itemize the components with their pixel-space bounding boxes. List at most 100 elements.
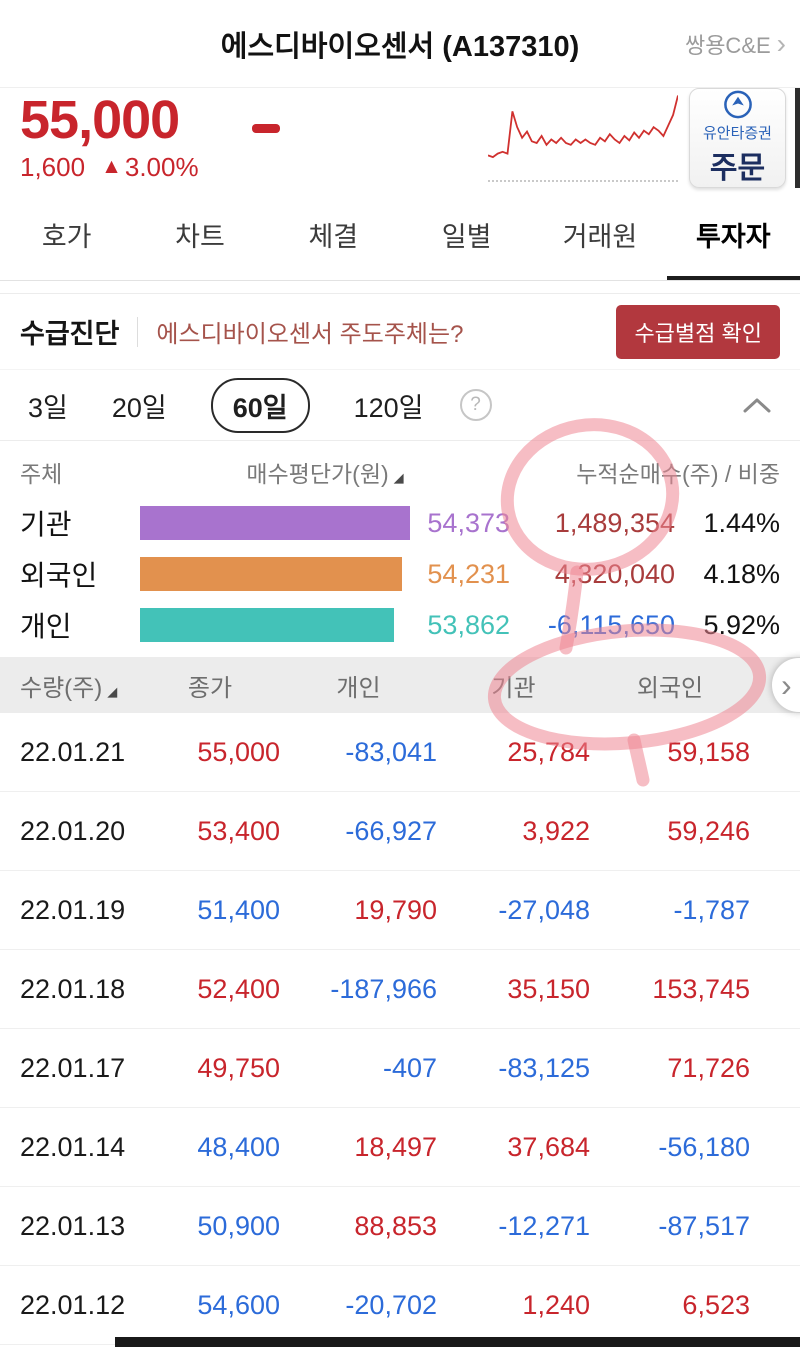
close-price-cell: 52,400	[197, 973, 280, 1004]
supply-rating-button[interactable]: 수급별점 확인	[616, 304, 780, 359]
sort-icon: ◢	[107, 683, 118, 699]
avg-price-value: 53,862	[427, 609, 510, 640]
individual-net-cell: -20,702	[345, 1289, 437, 1320]
table-row[interactable]: 22.01.17 49,750 -407 -83,125 71,726	[0, 1029, 800, 1108]
ratio-value: 4.18%	[703, 558, 780, 589]
institution-net-cell: 1,240	[522, 1289, 590, 1320]
avg-price-value: 54,373	[427, 507, 510, 538]
period-3d[interactable]: 3일	[28, 392, 68, 423]
price-change: 1,600 ▲ 3.00%	[20, 152, 780, 183]
table-row[interactable]: 22.01.14 48,400 18,497 37,684 -56,180	[0, 1108, 800, 1187]
broker-name: 유안타증권	[702, 125, 772, 142]
date-cell: 22.01.17	[20, 1052, 126, 1083]
col-individual[interactable]: 개인	[336, 674, 381, 702]
vertical-divider	[137, 316, 139, 347]
individual-net-cell: -187,966	[330, 973, 437, 1004]
supply-diagnosis-bar: 수급진단 에스디바이오센서 주도주체는? 수급별점 확인	[0, 293, 800, 369]
bar-fill	[140, 557, 402, 591]
table-header: 수량(주) ◢ 종가 개인 기관 외국인 ›	[0, 657, 800, 713]
related-stock-label: 쌍용C&E	[684, 32, 771, 58]
change-amount: 1,600	[20, 151, 86, 182]
order-label: 주문	[709, 152, 766, 185]
collapse-chevron-icon[interactable]	[742, 397, 772, 413]
close-price-cell: 51,400	[197, 894, 280, 925]
period-60d[interactable]: 60일	[210, 377, 310, 433]
col-volume[interactable]: 수량(주) ◢	[20, 674, 118, 702]
date-cell: 22.01.13	[20, 1210, 126, 1241]
tab-investors[interactable]: 투자자	[666, 195, 800, 280]
price-dash	[252, 124, 280, 133]
tab-orderbook[interactable]: 호가	[41, 222, 92, 252]
individual-net-cell: 19,790	[354, 894, 437, 925]
net-buy-value: 4,320,040	[554, 558, 675, 589]
institution-net-cell: 25,784	[507, 736, 590, 767]
summary-row-institution: 기관 54,373 1,489,354 1.44%	[20, 501, 780, 545]
subject-label: 개인	[20, 611, 72, 642]
col-foreigner[interactable]: 외국인	[636, 674, 704, 702]
date-cell: 22.01.18	[20, 973, 126, 1004]
foreigner-net-cell: 59,246	[667, 815, 750, 846]
period-selector: 3일 20일 60일 120일 ?	[0, 369, 800, 441]
period-120d[interactable]: 120일	[353, 392, 424, 423]
table-row[interactable]: 22.01.21 55,000 -83,041 25,784 59,158	[0, 713, 800, 792]
tab-brokers[interactable]: 거래원	[562, 222, 638, 252]
ratio-value: 5.92%	[703, 609, 780, 640]
col-avg-price[interactable]: 매수평단가(원) ◢	[180, 455, 470, 489]
table-row[interactable]: 22.01.18 52,400 -187,966 35,150 153,745	[0, 950, 800, 1029]
col-avg-price-label: 매수평단가(원)	[246, 461, 389, 487]
bar-fill	[140, 608, 394, 642]
foreigner-net-cell: -56,180	[658, 1131, 750, 1162]
current-price: 55,000	[20, 90, 180, 150]
table-row[interactable]: 22.01.20 53,400 -66,927 3,922 59,246	[0, 792, 800, 871]
date-cell: 22.01.19	[20, 894, 126, 925]
tab-ticks[interactable]: 체결	[308, 222, 359, 252]
date-cell: 22.01.21	[20, 736, 126, 767]
foreigner-net-cell: 6,523	[682, 1289, 750, 1320]
summary-rows: 기관 54,373 1,489,354 1.44% 외국인 54,231 4,320,040…	[20, 501, 780, 647]
foreigner-net-cell: 153,745	[652, 973, 750, 1004]
table-body: 22.01.21 55,000 -83,041 25,784 59,158 22.01.2…	[0, 713, 800, 1345]
avg-price-value: 54,231	[427, 558, 510, 589]
yuanta-logo-icon	[723, 90, 752, 119]
period-20d[interactable]: 20일	[111, 392, 167, 423]
individual-net-cell: -83,041	[345, 736, 437, 767]
foreigner-net-cell: 59,158	[667, 736, 750, 767]
order-button[interactable]: 유안타증권 주문	[689, 88, 786, 188]
table-row[interactable]: 22.01.19 51,400 19,790 -27,048 -1,787	[0, 871, 800, 950]
price-block: 55,000 1,600 ▲ 3.00%	[20, 92, 780, 183]
date-cell: 22.01.20	[20, 815, 126, 846]
scroll-right-button[interactable]: ›	[772, 658, 800, 712]
summary-header: 주체 매수평단가(원) ◢ 누적순매수(주) / 비중	[20, 455, 780, 489]
help-icon[interactable]: ?	[459, 389, 492, 421]
close-price-cell: 53,400	[197, 815, 280, 846]
related-stock-link[interactable]: 쌍용C&E ›	[685, 0, 786, 87]
period-options: 3일 20일 60일 120일	[28, 377, 424, 433]
sort-icon: ◢	[393, 470, 404, 485]
institution-net-cell: 37,684	[507, 1131, 590, 1162]
daily-investor-table: 수량(주) ◢ 종가 개인 기관 외국인 › 22.01.21 55,000 -83,041 25…	[0, 657, 800, 1345]
institution-net-cell: 3,922	[522, 815, 590, 846]
change-percent: 3.00%	[124, 151, 199, 182]
summary-row-foreigner: 외국인 54,231 4,320,040 4.18%	[20, 552, 780, 596]
close-price-cell: 49,750	[197, 1052, 280, 1083]
individual-net-cell: 18,497	[354, 1131, 437, 1162]
table-row[interactable]: 22.01.13 50,900 88,853 -12,271 -87,517	[0, 1187, 800, 1266]
foreigner-net-cell: 71,726	[667, 1052, 750, 1083]
institution-net-cell: -12,271	[498, 1210, 590, 1241]
summary-row-individual: 개인 53,862 -6,115,650 5.92%	[20, 603, 780, 647]
col-close[interactable]: 종가	[187, 674, 233, 702]
institution-net-cell: 35,150	[507, 973, 590, 1004]
leading-subject-link[interactable]: 에스디바이오센서 주도주체는?	[156, 321, 464, 348]
mini-chart	[487, 90, 679, 182]
tab-bar: 호가 차트 체결 일별 거래원 투자자	[0, 195, 800, 281]
stock-title: 에스디바이오센서 (A137310)	[220, 30, 580, 63]
tab-chart[interactable]: 차트	[175, 222, 225, 252]
sparkline	[487, 95, 679, 159]
table-row[interactable]: 22.01.12 54,600 -20,702 1,240 6,523	[0, 1266, 800, 1345]
individual-net-cell: -66,927	[345, 815, 437, 846]
tab-daily[interactable]: 일별	[441, 222, 492, 252]
avg-price-bar	[140, 506, 410, 540]
col-institution[interactable]: 기관	[491, 674, 536, 702]
chevron-right-icon: ›	[776, 27, 786, 59]
